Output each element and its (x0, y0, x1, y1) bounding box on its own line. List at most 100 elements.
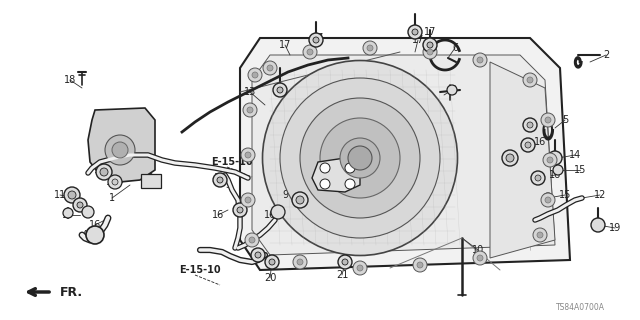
Circle shape (367, 45, 373, 51)
Text: 2: 2 (603, 50, 609, 60)
Circle shape (265, 255, 279, 269)
Circle shape (303, 45, 317, 59)
Circle shape (273, 83, 287, 97)
Circle shape (112, 142, 128, 158)
Text: 5: 5 (562, 115, 568, 125)
Circle shape (271, 205, 285, 219)
Circle shape (535, 175, 541, 181)
Circle shape (293, 255, 307, 269)
Circle shape (357, 265, 363, 271)
Text: 16: 16 (212, 210, 224, 220)
Circle shape (527, 122, 533, 128)
Circle shape (413, 258, 427, 272)
Circle shape (537, 232, 543, 238)
Circle shape (447, 85, 457, 95)
Text: E-15-10: E-15-10 (179, 265, 221, 275)
Circle shape (523, 73, 537, 87)
Circle shape (345, 163, 355, 173)
Text: 16: 16 (214, 173, 226, 183)
Circle shape (320, 179, 330, 189)
Text: 21: 21 (336, 270, 348, 280)
Circle shape (108, 175, 122, 189)
Circle shape (245, 152, 251, 158)
Text: 10: 10 (472, 245, 484, 255)
FancyBboxPatch shape (141, 174, 161, 188)
Circle shape (541, 113, 555, 127)
Text: 9: 9 (282, 190, 288, 200)
Circle shape (251, 248, 265, 262)
Circle shape (473, 251, 487, 265)
Circle shape (320, 163, 330, 173)
Text: 17: 17 (279, 40, 291, 50)
Text: 16: 16 (542, 117, 554, 127)
Text: 17: 17 (424, 27, 436, 37)
Text: 16: 16 (549, 170, 561, 180)
Circle shape (112, 179, 118, 185)
Text: 16: 16 (264, 210, 276, 220)
Text: TS84A0700A: TS84A0700A (556, 303, 605, 313)
Text: 18: 18 (64, 75, 76, 85)
Circle shape (541, 193, 555, 207)
Circle shape (363, 41, 377, 55)
Circle shape (506, 154, 514, 162)
Circle shape (553, 165, 563, 175)
Circle shape (313, 37, 319, 43)
Circle shape (423, 45, 437, 59)
Circle shape (241, 193, 255, 207)
Circle shape (342, 259, 348, 265)
Text: 2: 2 (507, 150, 513, 160)
Text: E-15-10: E-15-10 (211, 157, 253, 167)
Circle shape (531, 171, 545, 185)
Circle shape (86, 226, 104, 244)
Text: 7: 7 (449, 85, 455, 95)
Circle shape (521, 138, 535, 152)
Circle shape (277, 87, 283, 93)
Text: 6: 6 (452, 43, 458, 53)
Circle shape (309, 33, 323, 47)
Text: 19: 19 (609, 223, 621, 233)
Circle shape (523, 118, 537, 132)
Text: 16: 16 (534, 137, 546, 147)
Circle shape (245, 197, 251, 203)
Text: 15: 15 (559, 190, 571, 200)
Circle shape (427, 49, 433, 55)
Circle shape (502, 150, 518, 166)
Circle shape (345, 179, 355, 189)
Circle shape (477, 57, 483, 63)
Circle shape (591, 218, 605, 232)
Circle shape (292, 192, 308, 208)
Circle shape (237, 207, 243, 213)
Circle shape (348, 146, 372, 170)
Circle shape (543, 153, 557, 167)
Circle shape (245, 233, 259, 247)
Polygon shape (490, 62, 555, 258)
Circle shape (68, 191, 76, 199)
Circle shape (525, 142, 531, 148)
Circle shape (73, 198, 87, 212)
Text: 17: 17 (62, 210, 74, 220)
Circle shape (252, 72, 258, 78)
Text: 14: 14 (569, 150, 581, 160)
Circle shape (255, 252, 261, 258)
Circle shape (249, 237, 255, 243)
Circle shape (241, 148, 255, 162)
Circle shape (63, 208, 73, 218)
Ellipse shape (280, 78, 440, 238)
Circle shape (233, 203, 247, 217)
Circle shape (77, 202, 83, 208)
Ellipse shape (340, 138, 380, 178)
Circle shape (353, 261, 367, 275)
Polygon shape (88, 108, 155, 182)
Circle shape (543, 193, 553, 203)
Text: 17: 17 (312, 33, 324, 43)
Text: 16: 16 (89, 220, 101, 230)
Circle shape (217, 177, 223, 183)
Polygon shape (252, 55, 555, 255)
Circle shape (100, 168, 108, 176)
Circle shape (477, 255, 483, 261)
Circle shape (417, 262, 423, 268)
Text: 12: 12 (594, 190, 606, 200)
Ellipse shape (320, 118, 400, 198)
Polygon shape (312, 158, 360, 192)
Circle shape (243, 103, 257, 117)
